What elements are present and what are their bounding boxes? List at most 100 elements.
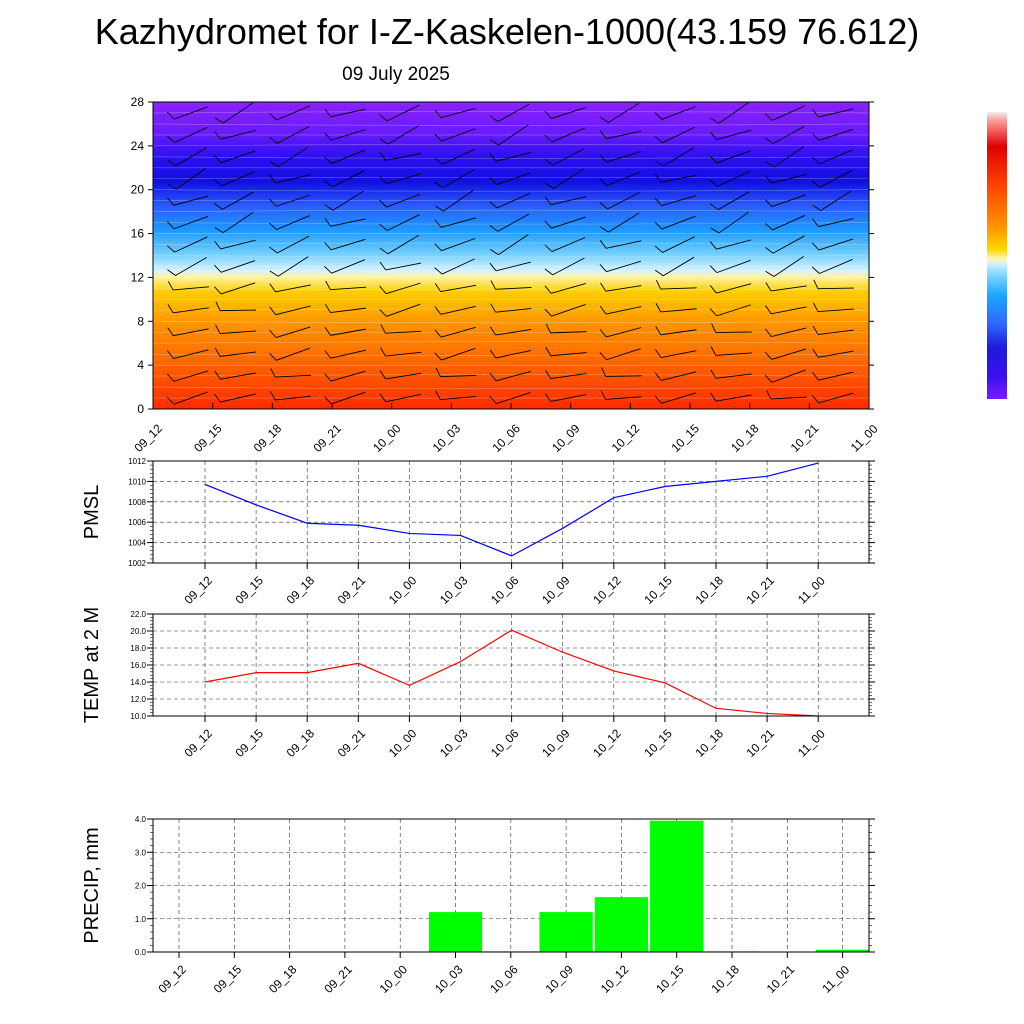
x-tick-label: 10_00 bbox=[370, 421, 404, 455]
barb-shaft bbox=[771, 173, 807, 184]
barb-flag bbox=[215, 324, 221, 334]
x-tick-label: 10_06 bbox=[487, 962, 521, 996]
barb-shaft bbox=[275, 174, 311, 184]
barb-shaft bbox=[220, 150, 256, 164]
barb-flag bbox=[544, 244, 553, 252]
barb-flag bbox=[654, 372, 662, 381]
wind-barb bbox=[379, 370, 422, 380]
wind-barb bbox=[379, 234, 419, 255]
barb-shaft bbox=[222, 212, 254, 234]
barb-flag bbox=[167, 327, 174, 336]
wind-barb bbox=[544, 127, 586, 143]
wind-barb bbox=[379, 393, 422, 403]
barb-shaft bbox=[716, 304, 752, 317]
y-tick-label: 12 bbox=[131, 270, 145, 284]
barb-shaft bbox=[663, 256, 695, 277]
barb-shaft bbox=[175, 257, 207, 276]
x-tick-label: 10_03 bbox=[432, 962, 466, 996]
y-tick-label: 14.0 bbox=[130, 678, 146, 687]
barb-shaft bbox=[552, 257, 585, 276]
barb-flag bbox=[654, 112, 663, 120]
wind-barb bbox=[544, 196, 587, 206]
wind-barb bbox=[434, 189, 474, 212]
wind-barb bbox=[599, 212, 640, 233]
barb-shaft bbox=[386, 214, 420, 231]
barb-shaft bbox=[442, 169, 475, 189]
barb-shaft bbox=[495, 261, 532, 272]
barb-shaft bbox=[818, 128, 854, 141]
barb-flag bbox=[654, 197, 662, 206]
barb-flag bbox=[434, 243, 442, 252]
y-axis-label: TEMP at 2 M bbox=[81, 607, 103, 723]
barb-flag bbox=[489, 395, 497, 404]
barb-shaft bbox=[173, 216, 209, 230]
heatmap-field bbox=[153, 102, 869, 409]
wind-barb bbox=[269, 347, 311, 361]
barb-flag bbox=[324, 266, 332, 274]
wind-barb bbox=[654, 215, 696, 230]
barb-shaft bbox=[330, 328, 367, 336]
wind-barb bbox=[167, 281, 209, 291]
barb-shaft bbox=[606, 348, 641, 361]
barb-shaft bbox=[718, 211, 749, 234]
x-tick-label: 11_00 bbox=[819, 963, 852, 996]
barb-shaft bbox=[275, 374, 312, 378]
barb-flag bbox=[489, 139, 499, 146]
barb-shaft bbox=[818, 350, 854, 358]
wind-barb bbox=[214, 102, 254, 124]
barb-flag bbox=[654, 160, 664, 167]
barb-flag bbox=[269, 391, 276, 401]
barb-flag bbox=[765, 270, 775, 277]
wind-barb bbox=[324, 108, 366, 118]
wind-barb bbox=[489, 152, 532, 162]
barb-flag bbox=[812, 108, 819, 118]
x-tick-label: 10_09 bbox=[539, 726, 573, 760]
wind-barb bbox=[269, 105, 310, 121]
barb-shaft bbox=[771, 194, 807, 207]
wind-barb bbox=[710, 211, 749, 234]
x-tick-label: 10_03 bbox=[430, 421, 464, 455]
barb-flag bbox=[544, 393, 552, 402]
barb-shaft bbox=[661, 195, 697, 207]
barb-shaft bbox=[276, 105, 310, 121]
barb-shaft bbox=[773, 146, 805, 168]
wind-barb bbox=[489, 349, 532, 359]
barb-flag bbox=[324, 303, 331, 313]
barb-flag bbox=[434, 283, 442, 292]
barb-flag bbox=[813, 279, 819, 289]
wind-barb bbox=[655, 326, 697, 336]
wind-barb bbox=[435, 390, 477, 401]
barb-shaft bbox=[175, 168, 207, 190]
contour-line bbox=[152, 374, 870, 377]
wind-barb bbox=[765, 305, 807, 315]
colorbar bbox=[987, 112, 1007, 399]
wind-barb bbox=[600, 390, 642, 400]
barb-flag bbox=[269, 174, 276, 184]
wind-barb bbox=[269, 326, 311, 338]
barb-shaft bbox=[495, 349, 532, 359]
barb-shaft bbox=[275, 305, 311, 316]
barb-flag bbox=[654, 269, 664, 277]
barb-shaft bbox=[605, 240, 642, 249]
contour-line bbox=[152, 386, 870, 389]
wind-barb bbox=[812, 325, 854, 335]
wind-barb bbox=[601, 367, 642, 377]
barb-flag bbox=[709, 131, 717, 140]
barb-shaft bbox=[716, 129, 752, 140]
barb-flag bbox=[599, 352, 607, 361]
barb-shaft bbox=[771, 348, 807, 360]
wind-barb bbox=[490, 280, 532, 290]
y-tick-label: 1010 bbox=[128, 477, 146, 486]
x-tick-label: 11_00 bbox=[795, 727, 828, 760]
barb-shaft bbox=[818, 392, 854, 404]
wind-barb bbox=[166, 370, 209, 382]
barb-shaft bbox=[818, 371, 854, 381]
wind-barb bbox=[489, 261, 532, 272]
barb-shaft bbox=[441, 237, 476, 252]
barb-flag bbox=[166, 111, 175, 120]
barb-flag bbox=[599, 178, 608, 186]
barb-flag bbox=[379, 199, 387, 208]
barb-flag bbox=[599, 305, 607, 315]
wind-barb bbox=[167, 257, 207, 276]
barb-shaft bbox=[819, 169, 853, 188]
